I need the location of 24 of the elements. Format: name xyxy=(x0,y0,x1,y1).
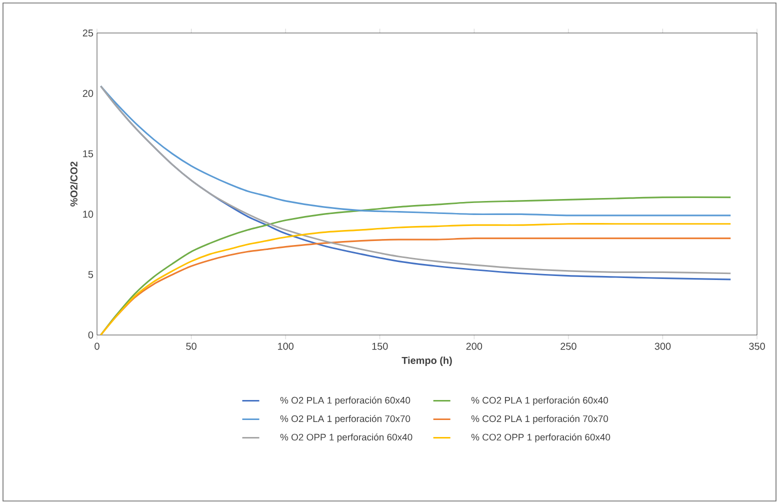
x-tick-label: 200 xyxy=(466,342,482,350)
y-tick-label: 15 xyxy=(83,150,94,158)
y-tick-label: 25 xyxy=(82,29,94,37)
x-tick-label: 350 xyxy=(749,342,765,350)
x-tick-label: 150 xyxy=(372,342,388,350)
x-tick-label: 50 xyxy=(186,342,196,350)
y-tick-label: 10 xyxy=(83,210,94,218)
x-tick-label: 250 xyxy=(560,342,576,350)
legend-label: % CO2 OPP 1 perforación 60x40 xyxy=(471,433,610,442)
y-tick-label: 20 xyxy=(82,90,94,97)
y-tick-label: 0 xyxy=(88,331,94,339)
y-axis-title: %O2/CO2 xyxy=(70,162,78,206)
x-tick-label: 300 xyxy=(654,342,671,350)
legend-label: % O2 PLA 1 perforación 70x70 xyxy=(280,415,410,424)
x-axis-title: Tiempo (h) xyxy=(402,356,452,366)
legend-label: % O2 OPP 1 perforación 60x40 xyxy=(280,433,412,442)
x-tick-label: 0 xyxy=(94,342,100,350)
line-series xyxy=(100,196,732,335)
line-series xyxy=(100,85,732,216)
legend-label: % CO2 PLA 1 perforación 60x40 xyxy=(471,396,608,406)
legend-label: % O2 PLA 1 perforación 60x40 xyxy=(280,396,410,406)
x-tick-label: 100 xyxy=(278,342,294,350)
legend-label: % CO2 PLA 1 perforación 70x70 xyxy=(471,415,608,424)
y-tick-label: 5 xyxy=(88,271,94,278)
